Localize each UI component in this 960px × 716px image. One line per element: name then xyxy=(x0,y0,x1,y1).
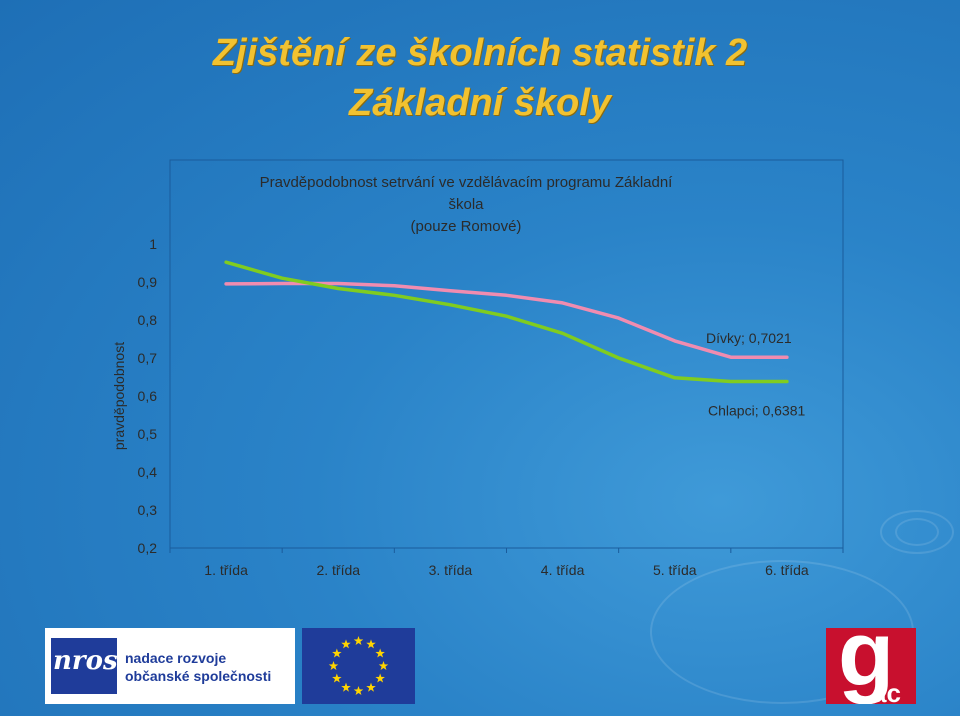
chart-series xyxy=(224,260,789,384)
y-tick-label: 0,4 xyxy=(138,464,158,480)
eu-star-icon xyxy=(341,639,351,649)
eu-star-icon xyxy=(353,636,364,646)
nros-logo-line2: občanské společnosti xyxy=(125,668,272,684)
eu-star-icon xyxy=(353,686,364,696)
eu-star-icon xyxy=(375,673,385,683)
gac-logo-mark: g xyxy=(838,628,895,704)
x-tick-label: 3. třída xyxy=(429,562,473,578)
y-tick-label: 0,6 xyxy=(138,388,158,404)
chart-title-line3: (pouze Romové) xyxy=(411,218,522,235)
slide-title: Zjištění ze školních statistik 2 xyxy=(212,32,748,74)
nros-logo-line1: nadace rozvoje xyxy=(125,650,227,666)
x-tick-label: 1. třída xyxy=(204,562,248,578)
chart-title-line1: Pravděpodobnost setrvání ve vzdělávacím … xyxy=(260,174,674,191)
eu-star-icon xyxy=(328,661,339,671)
y-tick-label: 0,5 xyxy=(138,426,158,442)
data-label-dívky: Dívky; 0,7021 xyxy=(706,330,792,346)
chart-data-labels: Dívky; 0,7021 Chlapci; 0,6381 xyxy=(706,330,806,418)
slide-subtitle: Základní školy xyxy=(349,82,611,124)
eu-flag-logo xyxy=(302,628,415,704)
eu-star-icon xyxy=(332,648,342,658)
eu-star-icon xyxy=(332,673,342,683)
x-tick-label: 5. třída xyxy=(653,562,697,578)
chart-title-line2: škola xyxy=(448,196,484,213)
water-ripple-decoration xyxy=(895,518,939,546)
x-axis-tick-labels: 1. třída 2. třída 3. třída 4. třída 5. třída… xyxy=(204,562,809,578)
eu-stars-icon xyxy=(328,636,389,696)
water-ripple-decoration xyxy=(880,510,954,554)
gac-logo-sub: ac xyxy=(872,678,901,704)
y-tick-label: 0,2 xyxy=(138,540,158,556)
y-tick-label: 0,8 xyxy=(138,312,158,328)
x-axis-ticks xyxy=(169,548,844,553)
data-label-chlapci: Chlapci; 0,6381 xyxy=(708,403,806,419)
x-tick-label: 2. třída xyxy=(316,562,360,578)
y-axis-tick-labels: 1 0,9 0,8 0,7 0,6 0,5 0,4 0,3 0,2 xyxy=(138,236,158,556)
y-tick-label: 0,9 xyxy=(138,274,158,290)
eu-star-icon xyxy=(366,682,376,692)
gac-logo: g ac xyxy=(826,628,916,704)
nros-logo-mark: nros xyxy=(53,646,118,676)
eu-star-icon xyxy=(366,639,376,649)
y-tick-label: 1 xyxy=(149,236,157,252)
y-tick-label: 0,3 xyxy=(138,502,158,518)
y-axis-label: pravděpodobnost xyxy=(111,342,127,450)
eu-star-icon xyxy=(341,682,351,692)
x-tick-label: 4. třída xyxy=(541,562,585,578)
series-line-chlapci xyxy=(224,260,789,384)
nros-logo: nros nadace rozvoje občanské společnosti xyxy=(45,628,295,704)
x-tick-label: 6. třída xyxy=(765,562,809,578)
series-line-dívky xyxy=(224,281,789,359)
y-tick-label: 0,7 xyxy=(138,350,158,366)
eu-star-icon xyxy=(375,648,385,658)
eu-star-icon xyxy=(378,661,389,671)
